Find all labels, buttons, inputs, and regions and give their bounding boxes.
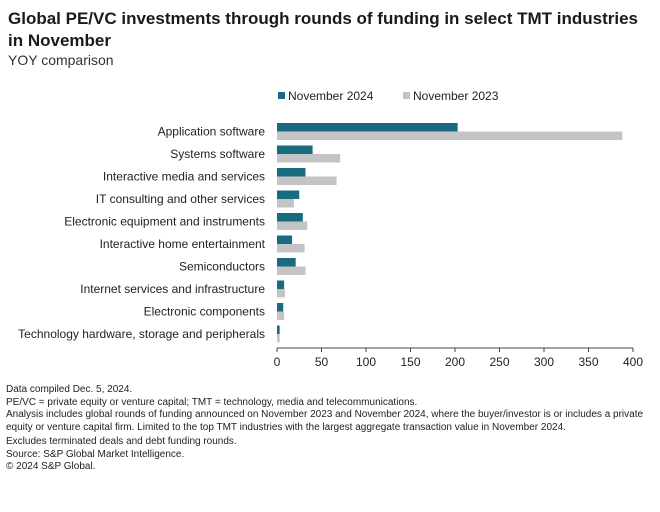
x-tick-label: 100 [356,355,376,369]
bar-nov-2024 [277,325,280,334]
bar-nov-2024 [277,190,300,199]
x-tick-label: 400 [623,355,643,369]
note-exclusions: Excludes terminated deals and debt fundi… [6,436,237,447]
x-tick-label: 350 [578,355,598,369]
category-label: Electronic equipment and instruments [64,215,265,229]
bar-nov-2024 [277,123,458,132]
bar-nov-2024 [277,303,284,312]
bar-nov-2023 [277,311,285,320]
bar-nov-2023 [277,334,280,343]
legend-label-1: November 2024 [288,89,374,103]
x-tick-label: 300 [534,355,554,369]
bar-nov-2023 [277,221,308,230]
footnotes: Data compiled Dec. 5, 2024. PE/VC = priv… [6,384,656,474]
legend-swatch-2 [403,92,410,99]
category-label: Technology hardware, storage and periphe… [18,327,265,341]
note-abbreviations: PE/VC = private equity or venture capita… [6,396,418,408]
bar-nov-2023 [277,176,337,185]
category-label: Application software [158,125,266,139]
category-label: Systems software [170,147,265,161]
x-tick-label: 150 [400,355,420,369]
x-tick-label: 200 [445,355,465,369]
bar-nov-2023 [277,289,286,298]
x-tick-label: 250 [489,355,509,369]
bar-nov-2024 [277,145,313,154]
bar-nov-2023 [277,244,305,253]
bar-nov-2024 [277,213,303,222]
bar-nov-2023 [277,131,623,140]
x-tick-label: 50 [315,355,329,369]
bar-nov-2023 [277,199,294,208]
bar-nov-2024 [277,258,296,267]
chart-subtitle: YOY comparison [8,52,114,68]
chart-title: Global PE/VC investments through rounds … [8,9,638,50]
bar-chart: November 2024 November 2023 Application so… [18,89,643,369]
bar-nov-2024 [277,235,293,244]
note-source: Source: S&P Global Market Intelligence. [6,448,185,460]
bar-nov-2024 [277,280,285,289]
legend-label-2: November 2023 [413,89,499,103]
category-label: IT consulting and other services [96,192,265,206]
bar-nov-2024 [277,168,306,177]
category-label: Interactive media and services [103,170,265,184]
legend-swatch-1 [278,92,285,99]
note-analysis: Analysis includes global rounds of fundi… [6,409,644,433]
note-data-compiled: Data compiled Dec. 5, 2024. [6,384,133,395]
bar-nov-2023 [277,266,306,275]
note-copyright: © 2024 S&P Global. [6,461,96,472]
x-tick-label: 0 [274,355,281,369]
bar-nov-2023 [277,154,341,163]
category-label: Internet services and infrastructure [80,282,265,296]
category-label: Electronic components [144,305,265,319]
category-label: Semiconductors [179,260,265,274]
category-label: Interactive home entertainment [100,237,266,251]
